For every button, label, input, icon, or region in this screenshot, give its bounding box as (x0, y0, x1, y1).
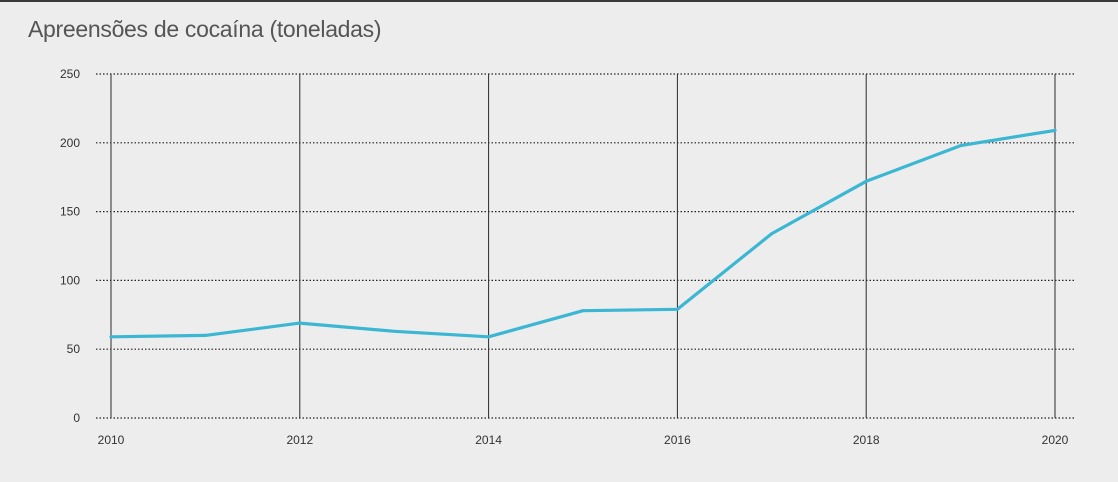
data-point (770, 232, 774, 236)
x-tick-label: 2016 (664, 433, 691, 447)
x-axis-tick-labels: 2010 2012 2014 2016 2018 2020 (98, 433, 1069, 447)
x-tick-label: 2018 (853, 433, 880, 447)
data-point (298, 321, 302, 325)
x-tick-label: 2012 (286, 433, 313, 447)
y-tick-label: 0 (73, 411, 80, 425)
series-line-0 (109, 128, 1057, 339)
data-point (864, 179, 868, 183)
data-point (675, 307, 679, 311)
data-point (392, 329, 396, 333)
data-point (487, 335, 491, 339)
series-layer (109, 128, 1057, 339)
horizontal-gridlines (96, 73, 1074, 419)
data-point (959, 144, 963, 148)
vertical-gridlines (110, 74, 1056, 418)
y-tick-label: 50 (67, 342, 81, 356)
y-axis-tick-labels: 0 50 100 150 200 250 (60, 67, 80, 425)
y-tick-label: 150 (60, 205, 80, 219)
y-tick-label: 250 (60, 67, 80, 81)
x-tick-label: 2020 (1042, 433, 1069, 447)
data-point (203, 333, 207, 337)
y-tick-label: 100 (60, 273, 80, 287)
data-point (109, 335, 113, 339)
x-tick-label: 2010 (98, 433, 125, 447)
chart-title: Apreensões de cocaína (toneladas) (28, 16, 382, 42)
x-tick-label: 2014 (475, 433, 502, 447)
y-tick-label: 200 (60, 136, 80, 150)
data-point (581, 309, 585, 313)
data-point (1053, 128, 1057, 132)
